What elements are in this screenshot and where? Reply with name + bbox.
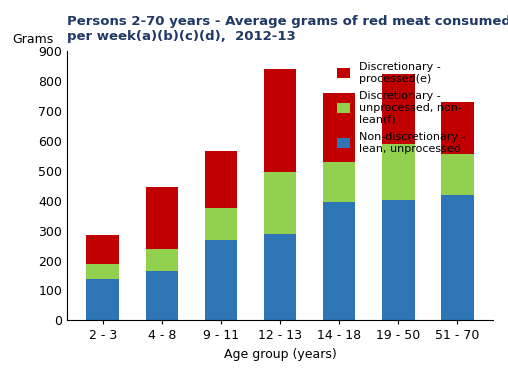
Bar <box>146 187 178 249</box>
Bar <box>323 162 356 202</box>
Legend: Discretionary -
processed(e), Discretionary -
unprocessed, non-
lean(f), Non-dis: Discretionary - processed(e), Discretion… <box>337 62 465 154</box>
Bar <box>441 154 473 195</box>
Bar <box>264 69 296 172</box>
Bar <box>86 235 119 264</box>
Bar <box>323 93 356 162</box>
Y-axis label: Grams: Grams <box>12 33 54 46</box>
Text: Persons 2-70 years - Average grams of red meat consumed
per week(a)(b)(c)(d),  2: Persons 2-70 years - Average grams of re… <box>67 15 508 43</box>
Bar <box>323 202 356 320</box>
Bar <box>146 249 178 271</box>
Bar <box>86 279 119 320</box>
Bar <box>146 271 178 320</box>
Bar <box>86 264 119 279</box>
Bar <box>205 240 237 320</box>
Bar <box>264 172 296 233</box>
Bar <box>205 208 237 240</box>
Bar <box>264 233 296 320</box>
X-axis label: Age group (years): Age group (years) <box>224 348 336 361</box>
Bar <box>205 152 237 208</box>
Bar <box>382 144 415 200</box>
Bar <box>382 74 415 144</box>
Bar <box>382 200 415 320</box>
Bar <box>441 102 473 154</box>
Bar <box>441 195 473 320</box>
